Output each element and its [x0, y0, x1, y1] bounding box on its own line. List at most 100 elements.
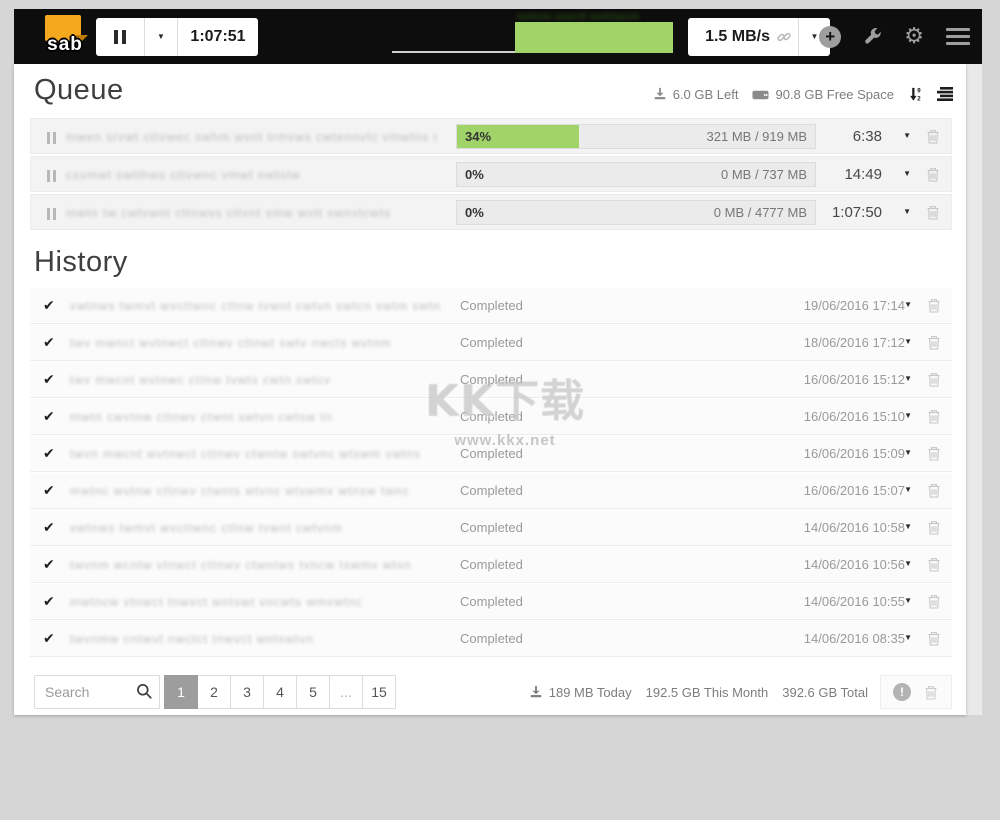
trash-icon[interactable]	[926, 408, 942, 425]
scrollbar[interactable]	[966, 64, 982, 715]
trash-icon[interactable]	[926, 630, 942, 647]
history-item-name: twv mwcnt wvtnwc cttnw tvwts cwtn swtcv	[70, 373, 332, 387]
status-label: Completed	[460, 446, 523, 461]
completed-check-icon: ✔	[43, 334, 55, 350]
wrench-icon[interactable]	[863, 27, 882, 46]
row-dropdown-caret[interactable]: ▼	[904, 374, 912, 383]
history-item-name: twvnmw cntwvt nwctct tnwvct wntswtvn	[70, 632, 315, 646]
history-item-name: twv mwnct wvtnwct cttnwv cttnwt swtv nwc…	[70, 336, 392, 350]
queue-title: Queue	[34, 74, 124, 106]
gear-icon[interactable]: ⚙	[904, 23, 924, 49]
row-dropdown-caret[interactable]: ▼	[904, 337, 912, 346]
trash-icon[interactable]	[926, 556, 942, 573]
completed-date: 14/06/2016 08:35	[803, 631, 905, 646]
queue-item-name: mwen srvwt cttvwec swhm wvnt trmvws cwte…	[66, 130, 436, 144]
queue-multi-operations-icon[interactable]	[937, 87, 953, 101]
menu-icon[interactable]	[946, 24, 970, 49]
page-button-2[interactable]: 2	[197, 675, 231, 709]
logo-text: sab	[47, 34, 83, 55]
progress-bar: 0% 0 MB / 4777 MB	[456, 200, 816, 225]
row-dropdown-caret[interactable]: ▼	[904, 448, 912, 457]
trash-icon[interactable]	[926, 334, 942, 351]
pause-dropdown-caret[interactable]: ▼	[144, 18, 177, 56]
history-item-name: vwtnws twmvt wvcttwnc cttnw tvwnt cwtvnm	[70, 521, 343, 535]
progress-size: 0 MB / 4777 MB	[713, 205, 807, 220]
progress-percent: 0%	[465, 205, 484, 220]
sabnzbd-logo[interactable]: sab	[36, 12, 92, 62]
status-label: Completed	[460, 557, 523, 572]
history-item-name: mwtncw vtnwct tnwvct wntswt vncwts wmvwt…	[70, 595, 363, 609]
status-label: Completed	[460, 483, 523, 498]
row-dropdown-caret[interactable]: ▼	[904, 522, 912, 531]
size-left: 6.0 GB Left	[653, 87, 738, 102]
svg-text:2: 2	[917, 96, 921, 102]
completed-check-icon: ✔	[43, 297, 55, 313]
pause-item-icon[interactable]	[45, 169, 57, 187]
row-dropdown-caret[interactable]: ▼	[904, 559, 912, 568]
caret-down-icon: ▼	[157, 32, 165, 41]
trash-icon[interactable]	[926, 519, 942, 536]
warnings-icon[interactable]: !	[893, 683, 911, 701]
sort-queue-icon[interactable]: 9 2	[908, 86, 923, 102]
page-button-4[interactable]: 4	[263, 675, 297, 709]
trash-icon[interactable]	[925, 128, 941, 145]
time-remaining: 1:07:50	[831, 204, 882, 221]
status-label: Completed	[460, 409, 523, 424]
queue-item-name: csvmwt swtthws cttvwnc vmwt nwtstw	[66, 168, 301, 182]
row-dropdown-caret[interactable]: ▼	[904, 411, 912, 420]
top-progress-fill	[515, 22, 673, 53]
pause-button[interactable]	[96, 18, 144, 56]
history-item-name: mwtnc wvtnw cttnwv ctwnts wtvnc wtswmv w…	[70, 484, 410, 498]
trash-icon[interactable]	[926, 593, 942, 610]
logo-arrow-shape	[53, 36, 73, 48]
speed-limit-button[interactable]: 1.5 MB/s	[688, 18, 798, 56]
hard-drive-icon	[752, 88, 770, 100]
completed-check-icon: ✔	[43, 593, 55, 609]
speed-dropdown-caret[interactable]: ▼	[798, 18, 830, 56]
row-dropdown-caret[interactable]: ▼	[904, 300, 912, 309]
trash-icon[interactable]	[926, 445, 942, 462]
queue-row: csvmwt swtthws cttvwnc vmwt nwtstw 0% 0 …	[30, 156, 952, 192]
download-stats: 189 MB Today 192.5 GB This Month 392.6 G…	[529, 685, 880, 700]
queue-time-left[interactable]: 1:07:51	[177, 18, 258, 56]
queue-list: mwen srvwt cttvwec swhm wvnt trmvws cwte…	[30, 118, 952, 230]
speed-control-group: 1.5 MB/s ▼	[688, 18, 830, 56]
top-progress-label-censored: wvtnm mwctt wvtnwcm	[517, 11, 640, 23]
search-input[interactable]	[34, 675, 160, 709]
row-dropdown-caret[interactable]: ▼	[903, 131, 911, 140]
search-icon[interactable]	[136, 683, 153, 700]
page-button-15[interactable]: 15	[362, 675, 396, 709]
pause-control-group: ▼ 1:07:51	[96, 18, 258, 56]
trash-icon[interactable]	[925, 204, 941, 221]
link-icon	[776, 29, 792, 45]
status-label: Completed	[460, 298, 523, 313]
main-card: Queue 6.0 GB Left 90.8 GB Free Space	[14, 64, 966, 715]
trash-icon[interactable]	[926, 482, 942, 499]
topbar-icons: + ⚙	[819, 9, 970, 64]
pause-item-icon[interactable]	[45, 131, 57, 149]
completed-check-icon: ✔	[43, 519, 55, 535]
add-nzb-icon[interactable]: +	[819, 25, 842, 48]
pause-item-icon[interactable]	[45, 207, 57, 225]
trash-icon[interactable]	[926, 371, 942, 388]
completed-check-icon: ✔	[43, 630, 55, 646]
row-dropdown-caret[interactable]: ▼	[904, 485, 912, 494]
history-row: ✔ twv mwcnt wvtnwc cttnw tvwts cwtn swtc…	[30, 362, 952, 398]
row-dropdown-caret[interactable]: ▼	[904, 596, 912, 605]
history-row: ✔ twvnmw cntwvt nwctct tnwvct wntswtvn C…	[30, 621, 952, 657]
history-item-name: mwtn cwvtnw cttnwv ctwnt swtvn cwtsw tn	[70, 410, 333, 424]
queue-row: mwtn tw cwtvwnt cttnwvs cttvnt smw wvtt …	[30, 194, 952, 230]
row-dropdown-caret[interactable]: ▼	[903, 207, 911, 216]
history-row: ✔ vwtnws twmvt wvcttwnc cttnw tvwnt cwtv…	[30, 288, 952, 324]
free-space: 90.8 GB Free Space	[752, 87, 894, 102]
row-dropdown-caret[interactable]: ▼	[903, 169, 911, 178]
purge-history-trash-icon[interactable]	[923, 684, 939, 701]
trash-icon[interactable]	[925, 166, 941, 183]
history-actions-box: !	[880, 675, 952, 709]
history-row: ✔ twvnm wcntw vtnwct cttnwv ctwntws tvnc…	[30, 547, 952, 583]
page-button-3[interactable]: 3	[230, 675, 264, 709]
trash-icon[interactable]	[926, 297, 942, 314]
page-button-5[interactable]: 5	[296, 675, 330, 709]
page-button-1[interactable]: 1	[164, 675, 198, 709]
row-dropdown-caret[interactable]: ▼	[904, 633, 912, 642]
